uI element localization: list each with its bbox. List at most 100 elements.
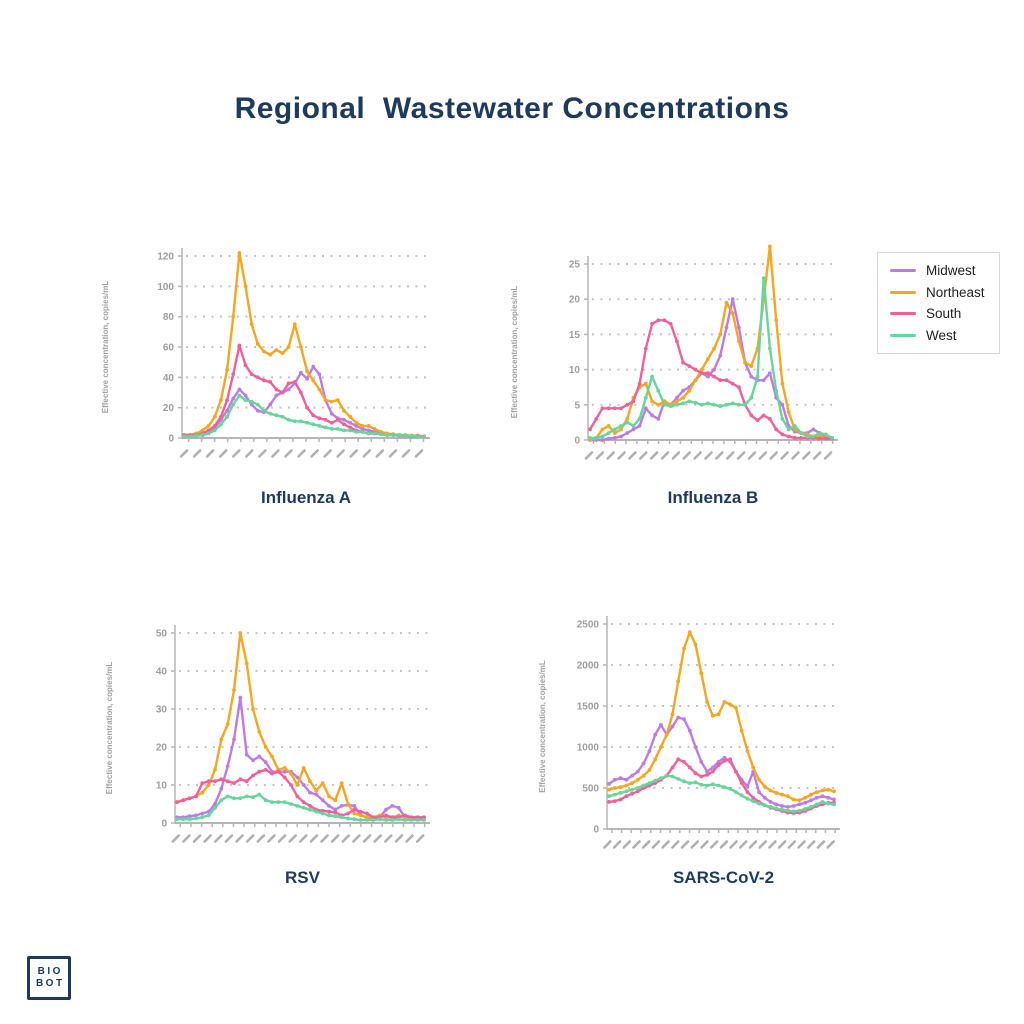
svg-text:0: 0 — [161, 819, 167, 830]
x-tick-label-blob — [192, 449, 202, 458]
x-tick-label-blob — [284, 449, 293, 458]
x-tick-label-blob — [780, 451, 789, 460]
x-tick-label-blob — [787, 840, 797, 849]
x-tick-label-blob — [414, 449, 424, 458]
x-tick-label-blob — [797, 840, 806, 849]
svg-text:20: 20 — [156, 743, 168, 754]
x-tick-label-blob — [606, 451, 615, 460]
x-tick-label-blob — [769, 451, 779, 460]
x-tick-label-blob — [203, 834, 212, 843]
svg-text:20: 20 — [569, 295, 581, 306]
legend-label-south: South — [926, 306, 962, 321]
x-tick-label-blob — [671, 451, 681, 460]
series-line-northeast — [175, 631, 426, 819]
x-tick-label-blob — [709, 840, 719, 849]
x-tick-label-blob — [812, 451, 822, 460]
svg-text:30: 30 — [156, 705, 168, 716]
x-tick-label-blob — [256, 834, 266, 843]
x-tick-label-blob — [341, 834, 351, 843]
svg-text:10: 10 — [569, 365, 581, 376]
svg-text:2000: 2000 — [577, 661, 600, 672]
x-tick-label-blob — [271, 449, 280, 458]
svg-text:0: 0 — [168, 434, 174, 445]
plot-area-influenza-a: 0 20 40 60 80 100 120 Effective concentration, … — [101, 248, 430, 458]
x-tick-label-blob — [373, 834, 382, 843]
svg-text:0: 0 — [574, 436, 580, 447]
x-tick-label-blob — [791, 451, 800, 460]
x-tick-label-blob — [777, 840, 787, 849]
svg-text:Effective concentration, copie: Effective concentration, copies/mL — [538, 660, 547, 793]
legend-item-midwest: Midwest — [890, 264, 985, 278]
svg-text:15: 15 — [569, 330, 581, 341]
x-tick-label-blob — [388, 449, 398, 458]
svg-text:0: 0 — [593, 825, 599, 836]
svg-text:5: 5 — [574, 400, 580, 411]
series-line-west — [588, 276, 834, 440]
x-tick-label-blob — [309, 834, 319, 843]
biobot-logo-line2: BOT — [35, 978, 65, 989]
series-line-northeast — [607, 631, 836, 802]
x-tick-label-blob — [245, 449, 254, 458]
svg-text:Effective concentration, copie: Effective concentration, copies/mL — [105, 662, 114, 795]
x-tick-label-blob — [612, 840, 622, 849]
x-tick-label-blob — [218, 449, 228, 458]
series-line-northeast — [588, 245, 834, 442]
x-tick-label-blob — [245, 834, 255, 843]
x-tick-label-blob — [680, 840, 690, 849]
series-line-midwest — [175, 696, 426, 821]
legend-swatch-south — [890, 312, 916, 316]
svg-text:1000: 1000 — [577, 743, 600, 754]
x-tick-label-blob — [661, 840, 670, 849]
svg-text:60: 60 — [163, 343, 175, 354]
series-line-west — [182, 394, 426, 438]
x-tick-label-blob — [179, 449, 189, 458]
x-tick-label-blob — [823, 451, 833, 460]
x-tick-label-blob — [297, 449, 306, 458]
x-tick-label-blob — [401, 449, 411, 458]
x-tick-label-blob — [320, 834, 329, 843]
x-tick-label-blob — [639, 451, 648, 460]
x-tick-label-blob — [323, 449, 332, 458]
x-tick-label-blob — [595, 451, 605, 460]
series-line-south — [607, 758, 836, 815]
x-tick-label-blob — [816, 840, 826, 849]
x-tick-label-blob — [182, 834, 191, 843]
x-tick-label-blob — [258, 449, 267, 458]
series-line-northeast — [182, 251, 426, 438]
x-tick-label-blob — [299, 834, 308, 843]
x-tick-label-blob — [747, 451, 757, 460]
chart-rsv: 0 10 20 30 40 50 Effective concentration, copi… — [85, 608, 445, 860]
x-tick-label-blob — [651, 840, 661, 849]
x-tick-label-blob — [758, 840, 767, 849]
x-tick-label-blob — [288, 834, 297, 843]
chart-influenza-a: 0 20 40 60 80 100 120 Effective concentration, … — [90, 232, 440, 482]
x-tick-label-blob — [375, 449, 385, 458]
legend-item-northeast: Northeast — [890, 285, 985, 300]
series-line-west — [607, 774, 836, 813]
x-tick-label-blob — [715, 451, 724, 460]
chart-title-sars-cov-2: SARS-CoV-2 — [672, 868, 775, 887]
x-tick-label-blob — [617, 451, 626, 460]
series-line-south — [175, 768, 426, 819]
chart-title-rsv: RSV — [285, 868, 320, 887]
x-tick-label-blob — [660, 451, 670, 460]
legend: Midwest Northeast South West — [877, 252, 1000, 354]
svg-text:120: 120 — [157, 252, 174, 263]
svg-text:500: 500 — [582, 784, 599, 795]
legend-swatch-midwest — [890, 269, 916, 273]
x-tick-label-blob — [768, 840, 777, 849]
plot-area-rsv: 0 10 20 30 40 50 Effective concentration, copi… — [105, 625, 430, 843]
svg-text:10: 10 — [156, 781, 168, 792]
x-tick-label-blob — [649, 451, 659, 460]
svg-text:80: 80 — [163, 312, 175, 323]
x-tick-label-blob — [693, 451, 702, 460]
x-tick-label-blob — [362, 834, 372, 843]
chart-influenza-b: 0 5 10 15 20 25 Effective concentration, copie… — [500, 232, 860, 482]
x-tick-label-blob — [267, 834, 276, 843]
x-tick-label-blob — [802, 451, 811, 460]
x-tick-label-blob — [415, 834, 425, 843]
x-tick-label-blob — [700, 840, 709, 849]
page-title: Regional Wastewater Concentrations — [234, 92, 790, 125]
legend-swatch-northeast — [890, 290, 916, 294]
svg-text:Effective concentration, copie: Effective concentration, copies/mL — [510, 286, 519, 419]
